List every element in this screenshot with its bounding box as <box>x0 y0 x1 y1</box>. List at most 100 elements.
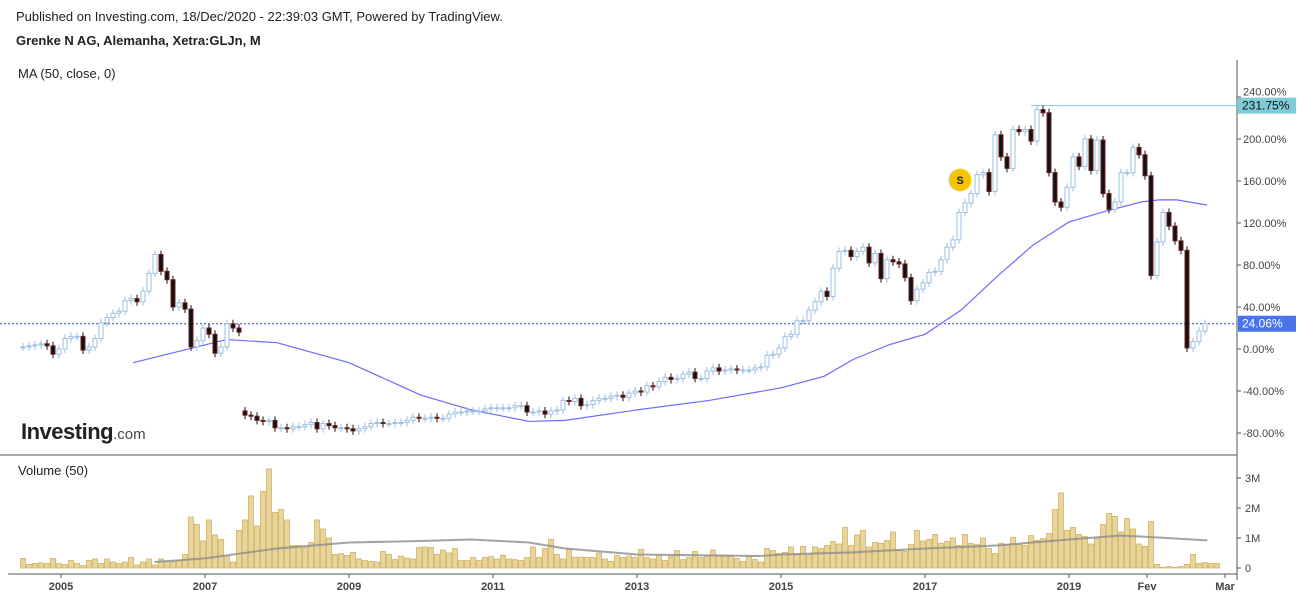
candle-body-up <box>110 312 116 318</box>
candle-body-down <box>620 394 626 398</box>
candle-body-up <box>518 405 524 408</box>
price-tick-label: -80.00% <box>1243 428 1284 440</box>
candle-body-down <box>230 323 236 329</box>
candle <box>626 389 632 402</box>
candle <box>800 316 806 325</box>
candle <box>668 373 674 384</box>
candle <box>446 410 452 423</box>
candle-body-down <box>866 246 872 264</box>
candle-body-down <box>260 419 266 422</box>
candle <box>692 368 698 383</box>
candle <box>524 401 530 416</box>
candle <box>932 267 938 277</box>
candle-body-up <box>194 340 200 348</box>
volume-bar <box>632 557 638 569</box>
candle-body-down <box>44 343 50 347</box>
candle <box>1142 150 1148 180</box>
time-tick-label: 2009 <box>337 581 361 593</box>
candle-body-up <box>548 410 554 415</box>
volume-bar <box>266 468 272 569</box>
volume-bar <box>1202 562 1208 569</box>
candle <box>32 340 38 350</box>
volume-bar <box>536 556 542 569</box>
candle <box>1124 168 1130 177</box>
volume-bar <box>248 495 254 569</box>
volume-bar <box>650 558 656 569</box>
volume-bar <box>824 545 830 569</box>
volume-bar <box>230 561 236 569</box>
volume-bar <box>626 555 632 569</box>
volume-bar <box>146 558 152 569</box>
candle-body-up <box>128 298 134 302</box>
candle <box>1202 319 1208 336</box>
volume-bar <box>272 512 278 569</box>
volume-bar <box>44 563 50 569</box>
ma-indicator-label[interactable]: MA (50, close, 0) <box>18 66 116 81</box>
candle <box>158 250 164 276</box>
candle <box>632 387 638 398</box>
candle <box>482 404 488 415</box>
candle <box>680 370 686 383</box>
candle <box>638 387 644 397</box>
candle-body-up <box>1124 172 1130 175</box>
candle-body-up <box>800 320 806 323</box>
volume-bar <box>782 552 788 569</box>
volume-bar <box>290 545 296 569</box>
candle-body-up <box>932 270 938 273</box>
volume-bar <box>1076 534 1082 569</box>
candle-body-up <box>992 134 998 193</box>
candle <box>1184 246 1190 352</box>
volume-bar <box>872 542 878 569</box>
candle <box>314 418 320 433</box>
candle-body-up <box>1022 129 1028 133</box>
volume-bar <box>356 558 362 569</box>
volume-bar <box>86 560 92 569</box>
candle <box>242 406 248 420</box>
candle-body-up <box>674 377 680 380</box>
candle-body-down <box>248 414 254 417</box>
candle-body-down <box>236 327 242 333</box>
candle-body-up <box>362 426 368 430</box>
volume-bar <box>866 546 872 569</box>
volume-bar <box>692 551 698 569</box>
volume-bar <box>668 556 674 569</box>
candle-body-up <box>392 422 398 425</box>
volume-indicator-label[interactable]: Volume (50) <box>18 463 89 478</box>
logo-main: Investing <box>21 419 114 444</box>
volume-bar <box>392 559 398 569</box>
volume-bar <box>848 545 854 569</box>
volume-bar <box>638 549 644 569</box>
volume-bar <box>764 548 770 569</box>
candle-body-up <box>1160 212 1166 243</box>
candle-body-up <box>506 407 512 410</box>
volume-bar <box>1190 554 1196 569</box>
candle <box>206 324 212 339</box>
volume-bar <box>1100 524 1106 569</box>
split-marker-label: S <box>956 175 963 187</box>
volume-bar <box>1166 566 1172 569</box>
last-price-label-bg <box>1238 315 1296 332</box>
volume-bar <box>776 553 782 569</box>
candle-body-up <box>884 259 890 280</box>
candle <box>416 413 422 423</box>
price-tick-label: 40.00% <box>1243 302 1281 314</box>
candle-body-up <box>476 410 482 413</box>
candle <box>1148 171 1154 280</box>
candle <box>1136 143 1142 159</box>
candle <box>590 396 596 409</box>
candle-body-down <box>332 425 338 429</box>
candle <box>842 246 848 256</box>
candle <box>752 363 758 374</box>
volume-bar <box>530 546 536 569</box>
candle <box>1094 136 1100 175</box>
volume-bar <box>1112 516 1118 569</box>
volume-bar <box>722 555 728 569</box>
volume-bar <box>506 558 512 569</box>
candle <box>518 401 524 410</box>
candle-body-down <box>344 427 350 430</box>
candle-body-up <box>116 310 122 314</box>
candle <box>50 341 56 359</box>
volume-tick-label: 2M <box>1245 503 1260 515</box>
volume-bar <box>416 547 422 569</box>
